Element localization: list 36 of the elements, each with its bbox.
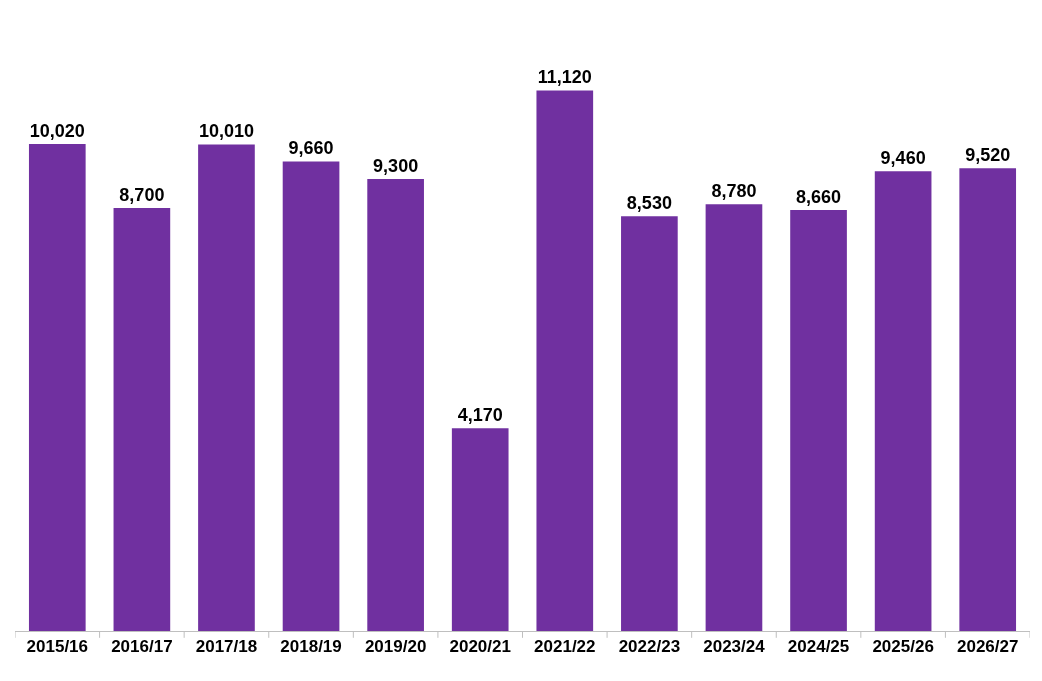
x-tick-label: 2019/20 bbox=[364, 637, 427, 657]
data-label: 9,660 bbox=[288, 138, 334, 159]
x-tick-label: 2017/18 bbox=[195, 637, 258, 657]
bar bbox=[451, 428, 509, 631]
data-label: 9,300 bbox=[373, 155, 419, 176]
data-label: 9,460 bbox=[880, 148, 926, 169]
data-label: 8,660 bbox=[796, 187, 842, 208]
data-label: 10,010 bbox=[198, 121, 254, 142]
bar bbox=[113, 208, 171, 631]
bar bbox=[282, 161, 340, 631]
x-tick-label: 2016/17 bbox=[111, 637, 173, 657]
data-label: 10,020 bbox=[29, 120, 85, 141]
x-tick-label: 2018/19 bbox=[280, 637, 342, 657]
bar bbox=[705, 204, 763, 631]
bar bbox=[28, 143, 86, 631]
bar bbox=[621, 216, 678, 631]
x-tick-label: 2015/16 bbox=[26, 637, 89, 657]
x-tick-label: 2026/27 bbox=[956, 637, 1019, 657]
bar bbox=[790, 210, 847, 631]
x-tick-label: 2024/25 bbox=[787, 637, 850, 657]
x-tick-label: 2025/26 bbox=[872, 637, 934, 657]
data-label: 8,530 bbox=[626, 193, 672, 214]
bar bbox=[874, 171, 932, 631]
x-tick-label: 2023/24 bbox=[703, 637, 766, 657]
bar bbox=[367, 178, 424, 631]
data-label: 9,520 bbox=[965, 145, 1011, 166]
bar bbox=[959, 168, 1017, 631]
bar bbox=[198, 144, 255, 631]
bar bbox=[536, 90, 594, 631]
x-tick-label: 2020/21 bbox=[449, 637, 511, 657]
x-tick-label: 2021/22 bbox=[534, 637, 596, 657]
data-label: 8,700 bbox=[119, 185, 165, 206]
data-label: 8,780 bbox=[711, 181, 757, 202]
data-label: 11,120 bbox=[537, 67, 592, 88]
x-tick-label: 2022/23 bbox=[618, 637, 681, 657]
data-label: 4,170 bbox=[457, 405, 503, 426]
